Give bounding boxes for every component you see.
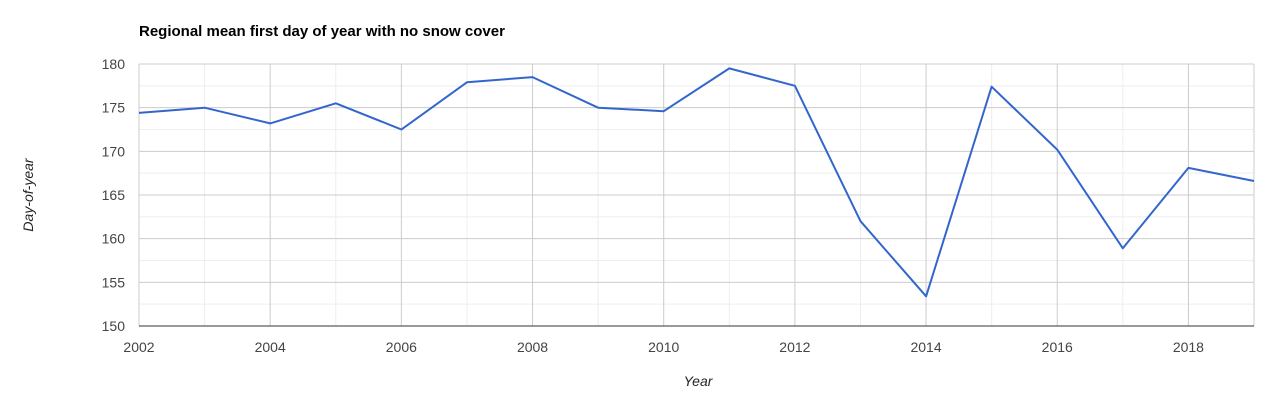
y-axis-title: Day-of-year (20, 157, 36, 231)
series-line (138, 67, 1255, 298)
y-tick-label: 170 (102, 143, 126, 159)
x-axis-title: Year (684, 373, 714, 389)
x-tick-label: 2002 (123, 339, 154, 355)
x-tick-label: 2018 (1173, 339, 1204, 355)
x-tick-label: 2014 (910, 339, 941, 355)
y-tick-label: 180 (102, 56, 126, 72)
x-tick-label: 2012 (779, 339, 810, 355)
x-tick-label: 2004 (255, 339, 286, 355)
x-tick-label: 2010 (648, 339, 679, 355)
y-tick-label: 160 (102, 231, 126, 247)
y-tick-label: 175 (102, 100, 126, 116)
grid (138, 63, 1254, 327)
y-tick-label: 165 (102, 187, 126, 203)
plot-frame (139, 64, 1255, 327)
y-tick-label: 155 (102, 274, 126, 290)
x-tick-label: 2016 (1042, 339, 1073, 355)
x-tick-label: 2006 (386, 339, 417, 355)
tick-labels: 150 155 160 165 170 175 180 2002 2004 2006 2008 201… (102, 56, 1205, 355)
series-layer (138, 67, 1255, 298)
y-tick-label: 150 (102, 318, 126, 334)
x-tick-label: 2008 (517, 339, 548, 355)
chart-title: Regional mean first day of year with no … (139, 23, 505, 40)
